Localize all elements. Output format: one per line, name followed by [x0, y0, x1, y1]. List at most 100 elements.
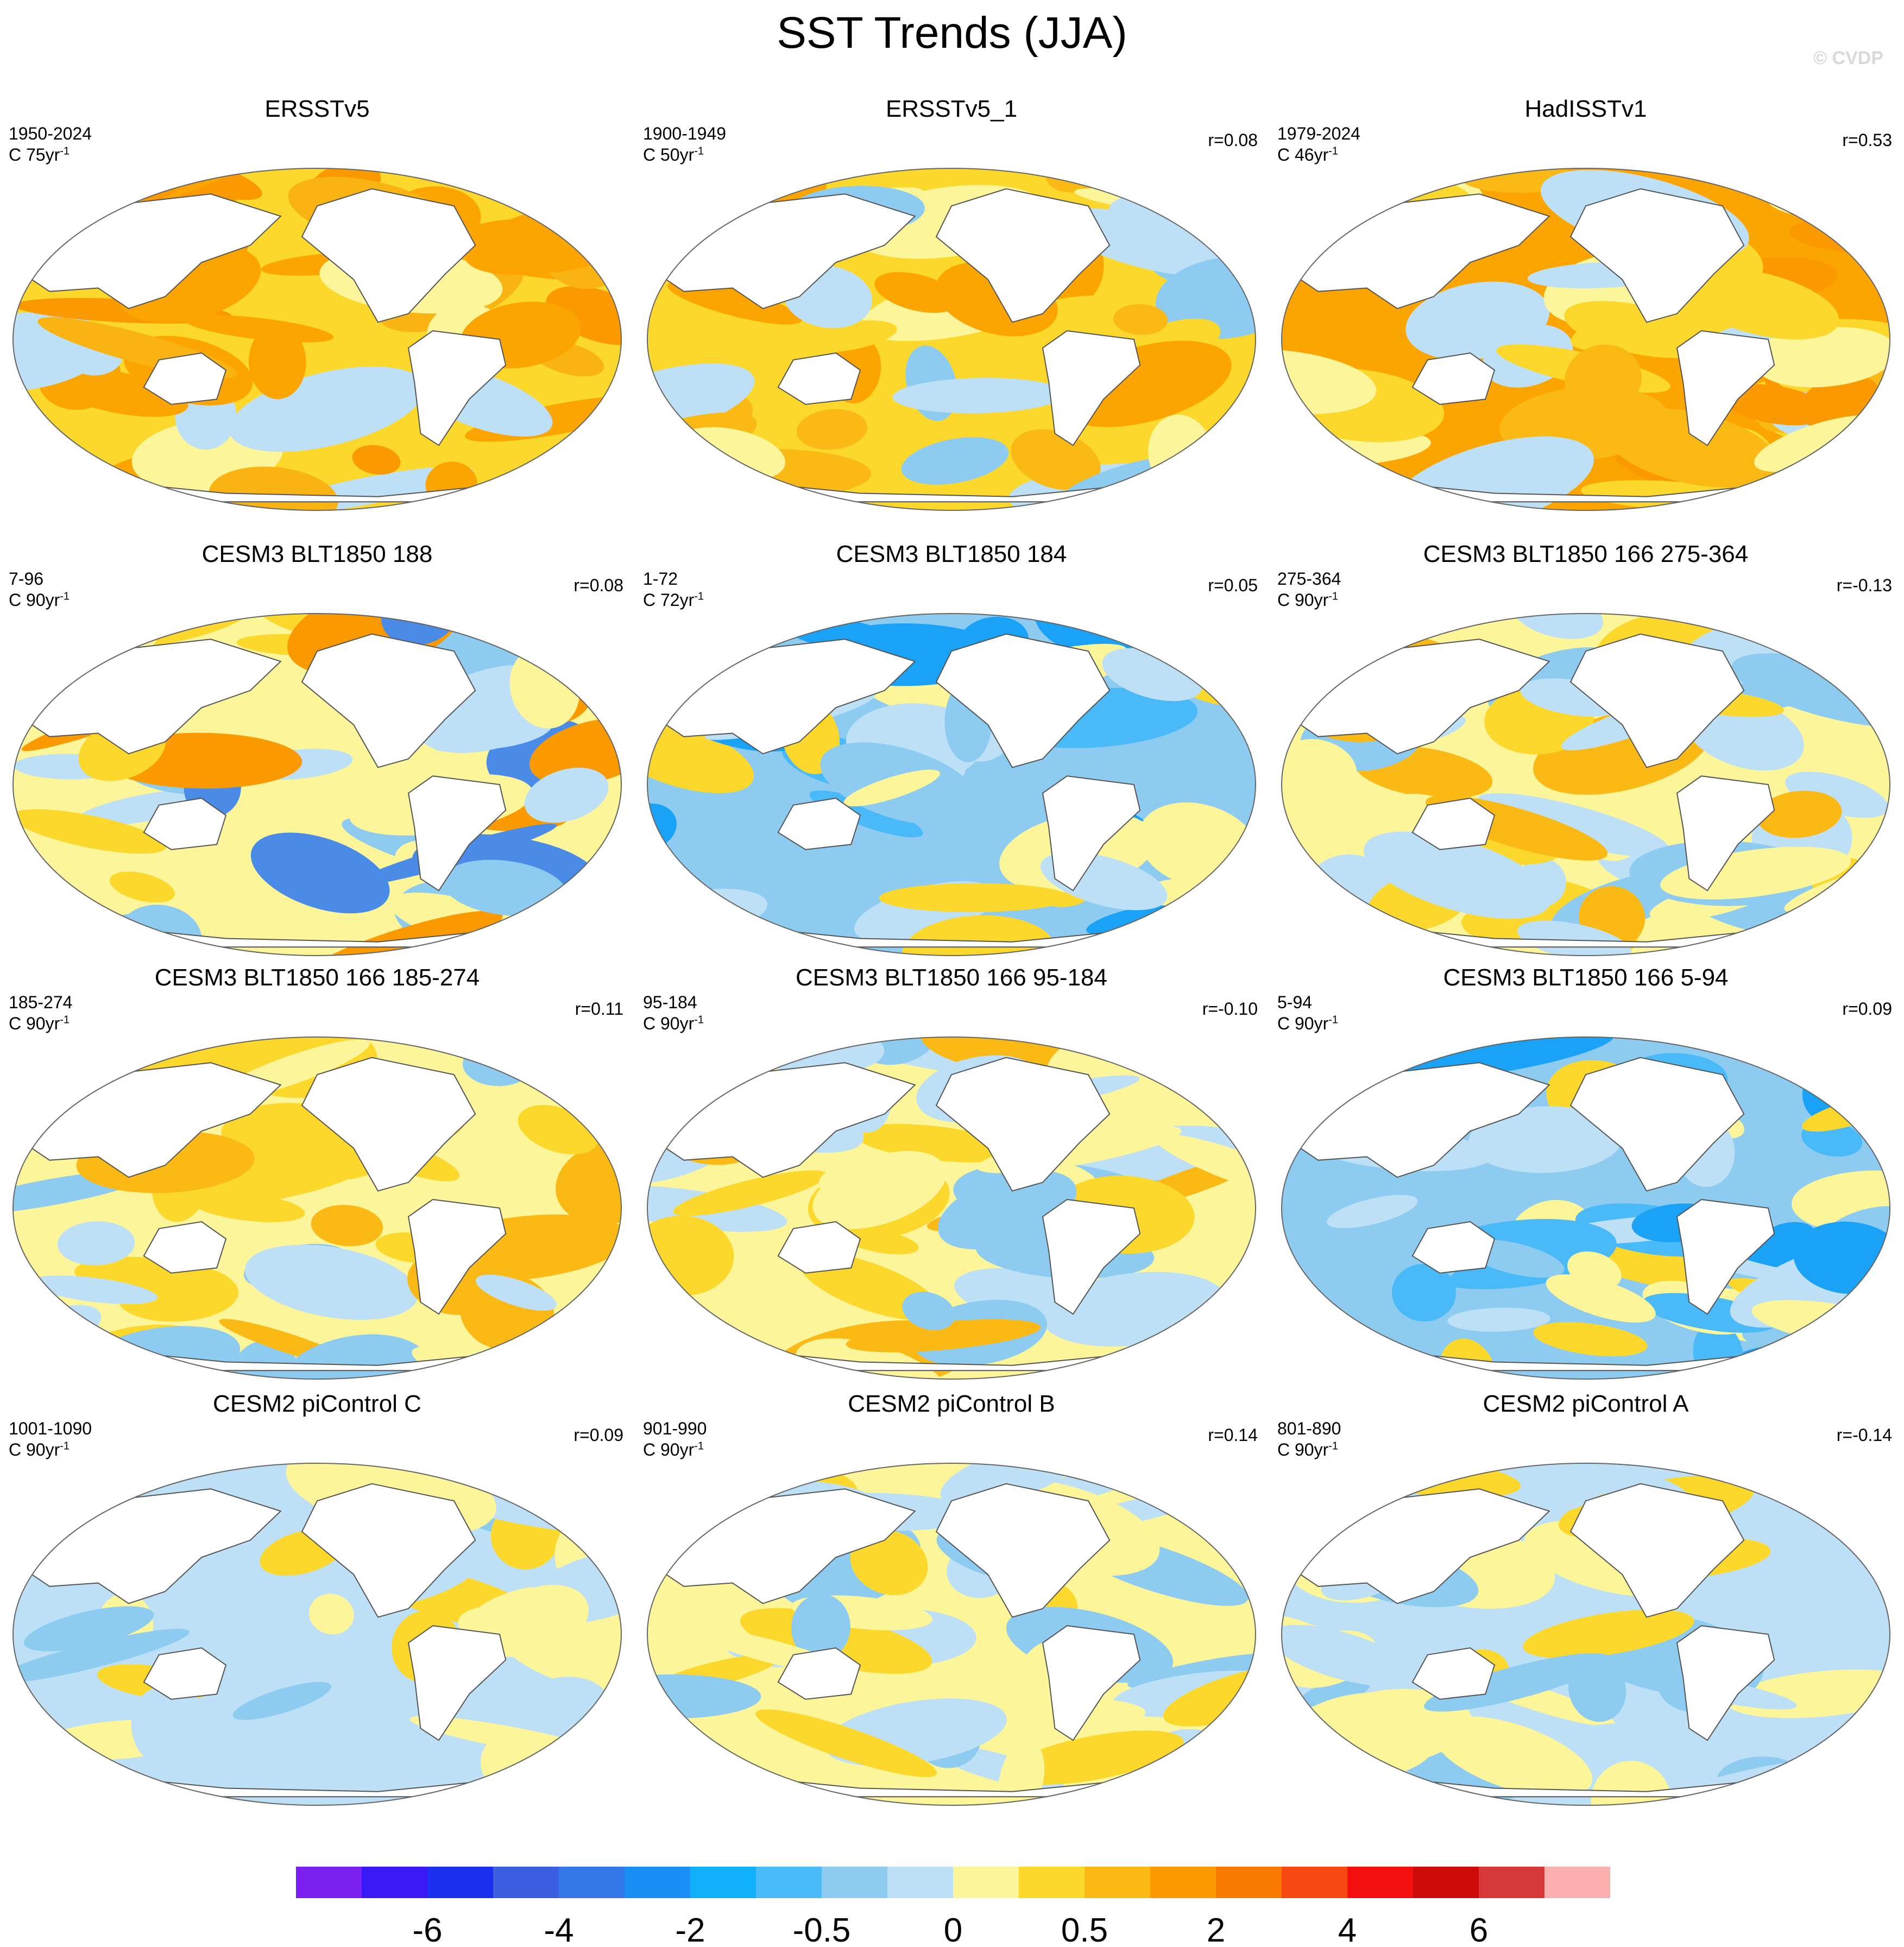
anomaly-contour	[1534, 1463, 1597, 1510]
anomaly-contour	[920, 1037, 1082, 1073]
land-mass	[935, 633, 1111, 768]
anomaly-contour	[232, 1682, 332, 1720]
anomaly-contour	[556, 1140, 621, 1225]
anomaly-contour	[647, 1674, 761, 1719]
colorbar-swatch	[1019, 1867, 1085, 1898]
anomaly-contour	[529, 718, 621, 786]
map-outline	[1281, 1463, 1890, 1806]
units-exponent: -1	[1328, 1440, 1339, 1452]
panel-units: C 90yr-1	[1277, 590, 1338, 610]
anomaly-contour	[278, 1334, 430, 1379]
anomaly-contour	[475, 477, 621, 508]
panel-units: C 90yr-1	[9, 590, 70, 610]
units-text: C 72yr	[643, 590, 695, 610]
anomaly-contour	[794, 320, 897, 353]
panel-period: 901-990	[643, 1419, 707, 1438]
sst-trend-map	[12, 168, 622, 511]
anomaly-contour	[545, 168, 621, 215]
colorbar-tick-label: -0.5	[793, 1912, 851, 1947]
land-mass	[143, 1647, 227, 1700]
anomaly-contour	[818, 1161, 901, 1199]
colorbar-tick-label: 0	[944, 1912, 962, 1947]
anomaly-contour	[846, 1319, 1041, 1352]
colorbar-swatch	[362, 1867, 427, 1898]
map-panel: CESM2 piControl C 1001-1090 C 90yr-1 r=0.09	[0, 1387, 634, 1816]
anomaly-contour	[57, 1221, 135, 1266]
panel-title: CESM2 piControl C	[213, 1390, 421, 1417]
anomaly-contour	[117, 1268, 239, 1322]
panel-units: C 90yr-1	[1277, 1440, 1338, 1460]
land-mass	[407, 330, 507, 446]
panel-title: CESM3 BLT1850 166 275-364	[1423, 541, 1749, 567]
anomaly-contour	[190, 1191, 305, 1222]
anomaly-contour	[901, 437, 1009, 485]
anomaly-contour	[245, 1244, 418, 1320]
units-text: C 90yr	[643, 1440, 695, 1459]
panel-correlation: r=0.08	[1208, 130, 1258, 150]
anomaly-contour	[892, 377, 1066, 414]
anomaly-contour	[850, 1529, 928, 1595]
sst-trend-map	[1281, 613, 1890, 956]
anomaly-contour	[13, 1774, 81, 1805]
anomaly-contour	[1567, 1251, 1622, 1290]
land-mass	[1676, 775, 1775, 892]
anomaly-contour	[13, 1628, 190, 1684]
map-outline	[647, 1036, 1256, 1380]
panel-correlation: r=0.05	[1208, 576, 1258, 595]
sst-trend-map	[12, 613, 622, 956]
map-outline	[1281, 613, 1890, 956]
map-outline	[647, 1463, 1256, 1806]
panel-units: C 90yr-1	[1277, 1014, 1338, 1034]
anomaly-contour	[29, 1275, 157, 1304]
land-mass	[935, 1057, 1111, 1192]
anomaly-contour	[791, 1594, 850, 1661]
sst-trend-map	[647, 1036, 1256, 1380]
land-mass	[1569, 1483, 1745, 1618]
anomaly-contour	[1300, 1678, 1370, 1707]
panel-title: CESM3 BLT1850 166 185-274	[154, 964, 480, 991]
colorbar-swatch	[1479, 1867, 1544, 1898]
panel-correlation: r=-0.14	[1836, 1425, 1892, 1445]
colorbar-swatch	[1150, 1867, 1216, 1898]
units-exponent: -1	[694, 1440, 704, 1452]
units-exponent: -1	[1328, 1014, 1339, 1026]
sst-trend-map	[12, 1463, 622, 1806]
colorbar-swatch	[296, 1867, 362, 1898]
colorbar-swatch	[1216, 1867, 1282, 1898]
anomaly-contour	[1156, 257, 1256, 339]
panel-period: 275-364	[1277, 569, 1341, 589]
anomaly-contour	[1476, 793, 1670, 857]
anomaly-contour	[1546, 1274, 1656, 1323]
anomaly-contour	[311, 1205, 383, 1247]
map-panel: ERSSTv5_1 1900-1949 C 50yr-1 r=0.08	[634, 92, 1269, 521]
land-mass	[407, 775, 507, 892]
anomaly-contour	[1205, 457, 1256, 488]
colorbar-swatch	[822, 1867, 887, 1898]
colorbar-tick-label: 6	[1470, 1912, 1488, 1947]
panel-title: CESM3 BLT1850 166 5-94	[1443, 964, 1729, 991]
colorbar-swatch	[559, 1867, 625, 1898]
anomaly-contour	[1720, 384, 1830, 426]
anomaly-contour	[432, 715, 524, 752]
colorbar-swatch	[1085, 1867, 1150, 1898]
panel-title: CESM3 BLT1850 166 95-184	[796, 964, 1107, 991]
anomaly-contour	[569, 1495, 621, 1524]
anomaly-contour	[937, 1170, 1077, 1250]
anomaly-contour	[1564, 301, 1712, 358]
panel-title: ERSSTv5_1	[885, 96, 1018, 122]
anomaly-contour	[1184, 1466, 1256, 1507]
panel-title: CESM2 piControl B	[848, 1390, 1055, 1417]
map-panel: ERSSTv5 1950-2024 C 75yr-1	[0, 92, 634, 521]
land-mass	[777, 1647, 861, 1700]
panel-period: 801-890	[1277, 1419, 1341, 1438]
land-mass	[143, 352, 227, 405]
anomaly-contour	[796, 409, 868, 450]
anomaly-contour	[874, 272, 959, 313]
anomaly-contour	[901, 915, 1056, 956]
anomaly-contour	[879, 883, 1069, 913]
sst-trend-map	[647, 613, 1256, 956]
anomaly-contour	[1754, 327, 1890, 388]
colorbar-swatch	[1544, 1867, 1610, 1898]
panel-units: C 90yr-1	[9, 1014, 70, 1034]
colorbar-swatch	[625, 1867, 690, 1898]
